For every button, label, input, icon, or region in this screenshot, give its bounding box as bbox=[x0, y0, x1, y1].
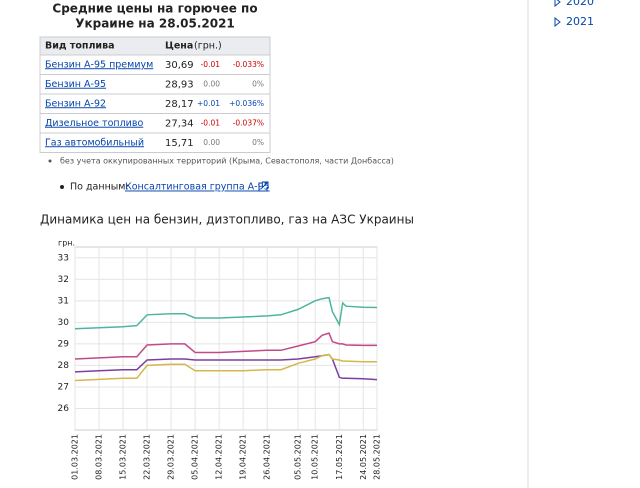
price-line bbox=[74, 353, 378, 381]
price: 27,34 bbox=[165, 118, 194, 129]
bullet bbox=[60, 185, 64, 189]
fuel-link[interactable]: Дизельное топливо bbox=[45, 118, 143, 129]
y-tick-label: 27 bbox=[58, 382, 69, 392]
change-pct: -0.033% bbox=[233, 60, 264, 69]
price: 28,93 bbox=[165, 79, 194, 90]
price-table: Вид топлива Цена (грн.) Бензин А-95 премиум… bbox=[39, 36, 271, 153]
page-title: Украине на 28.05.2021 bbox=[75, 17, 235, 31]
plot-area bbox=[74, 246, 378, 431]
change: +0.01 bbox=[197, 99, 220, 108]
change: 0.00 bbox=[203, 138, 220, 147]
page-title: Средние цены на горючее по bbox=[52, 2, 257, 16]
fuel-link[interactable]: Бензин А-95 премиум bbox=[45, 59, 153, 70]
change-pct: 0% bbox=[252, 138, 264, 147]
note: без учета оккупированных территорий (Кры… bbox=[60, 157, 394, 166]
chart-title: Динамика цен на бензин, дизтопливо, газ … bbox=[40, 213, 414, 227]
y-tick-label: 32 bbox=[58, 275, 69, 285]
change-pct: +0.036% bbox=[229, 99, 264, 108]
table-row bbox=[39, 132, 271, 153]
source-link[interactable]: Консалтинговая группа А-95 bbox=[125, 182, 270, 193]
external-icon bbox=[258, 181, 269, 192]
year-link[interactable]: 2021 bbox=[566, 15, 594, 28]
y-tick-label: 30 bbox=[58, 318, 70, 328]
change: -0.01 bbox=[201, 118, 221, 127]
x-tick-label: 05.05.2021 bbox=[294, 434, 303, 480]
change-pct: -0.037% bbox=[233, 118, 264, 127]
y-tick-label: 31 bbox=[58, 296, 69, 306]
change: -0.01 bbox=[201, 60, 221, 69]
table-header: Цена bbox=[165, 41, 193, 52]
x-tick-label: 28.05.2021 bbox=[373, 434, 382, 480]
x-tick-label: 26.04.2021 bbox=[263, 434, 272, 480]
x-tick-label: 22.03.2021 bbox=[143, 434, 152, 480]
source-label: По данным: bbox=[70, 182, 129, 193]
fuel-link[interactable]: Бензин А-95 bbox=[45, 79, 106, 90]
bullets bbox=[554, 0, 561, 28]
x-tick-label: 01.03.2021 bbox=[71, 434, 80, 480]
x-tick-label: 29.03.2021 bbox=[167, 434, 176, 480]
x-tick-label: 05.04.2021 bbox=[191, 434, 200, 480]
year-link[interactable]: 2020 bbox=[566, 0, 594, 8]
price-line bbox=[74, 296, 378, 330]
x-tick-label: 19.04.2021 bbox=[239, 434, 248, 480]
table-header: Вид топлива bbox=[45, 41, 115, 52]
price: 28,17 bbox=[165, 99, 194, 110]
y-tick-label: 28 bbox=[58, 361, 70, 371]
price-line bbox=[74, 353, 377, 382]
y-axis-label: грн. bbox=[58, 239, 75, 248]
price-line bbox=[74, 332, 377, 360]
x-tick-label: 15.03.2021 bbox=[119, 434, 128, 480]
table-header: (грн.) bbox=[194, 41, 222, 52]
x-tick-label: 12.04.2021 bbox=[215, 434, 224, 480]
x-tick-label: 17.05.2021 bbox=[335, 434, 344, 480]
y-tick-label: 29 bbox=[58, 339, 70, 349]
y-tick-label: 26 bbox=[58, 404, 70, 414]
bullet bbox=[48, 159, 52, 163]
y-tick-label: 33 bbox=[58, 253, 69, 263]
x-tick-label: 10.05.2021 bbox=[311, 434, 320, 480]
fuel-link[interactable]: Газ автомобильный bbox=[45, 137, 144, 148]
x-tick-label: 24.05.2021 bbox=[359, 434, 368, 480]
change-pct: 0% bbox=[252, 79, 264, 88]
price: 15,71 bbox=[165, 138, 194, 149]
x-tick-label: 08.03.2021 bbox=[95, 434, 104, 480]
price: 30,69 bbox=[165, 60, 194, 71]
fuel-link[interactable]: Бензин А-92 bbox=[45, 98, 106, 109]
change: 0.00 bbox=[203, 79, 220, 88]
